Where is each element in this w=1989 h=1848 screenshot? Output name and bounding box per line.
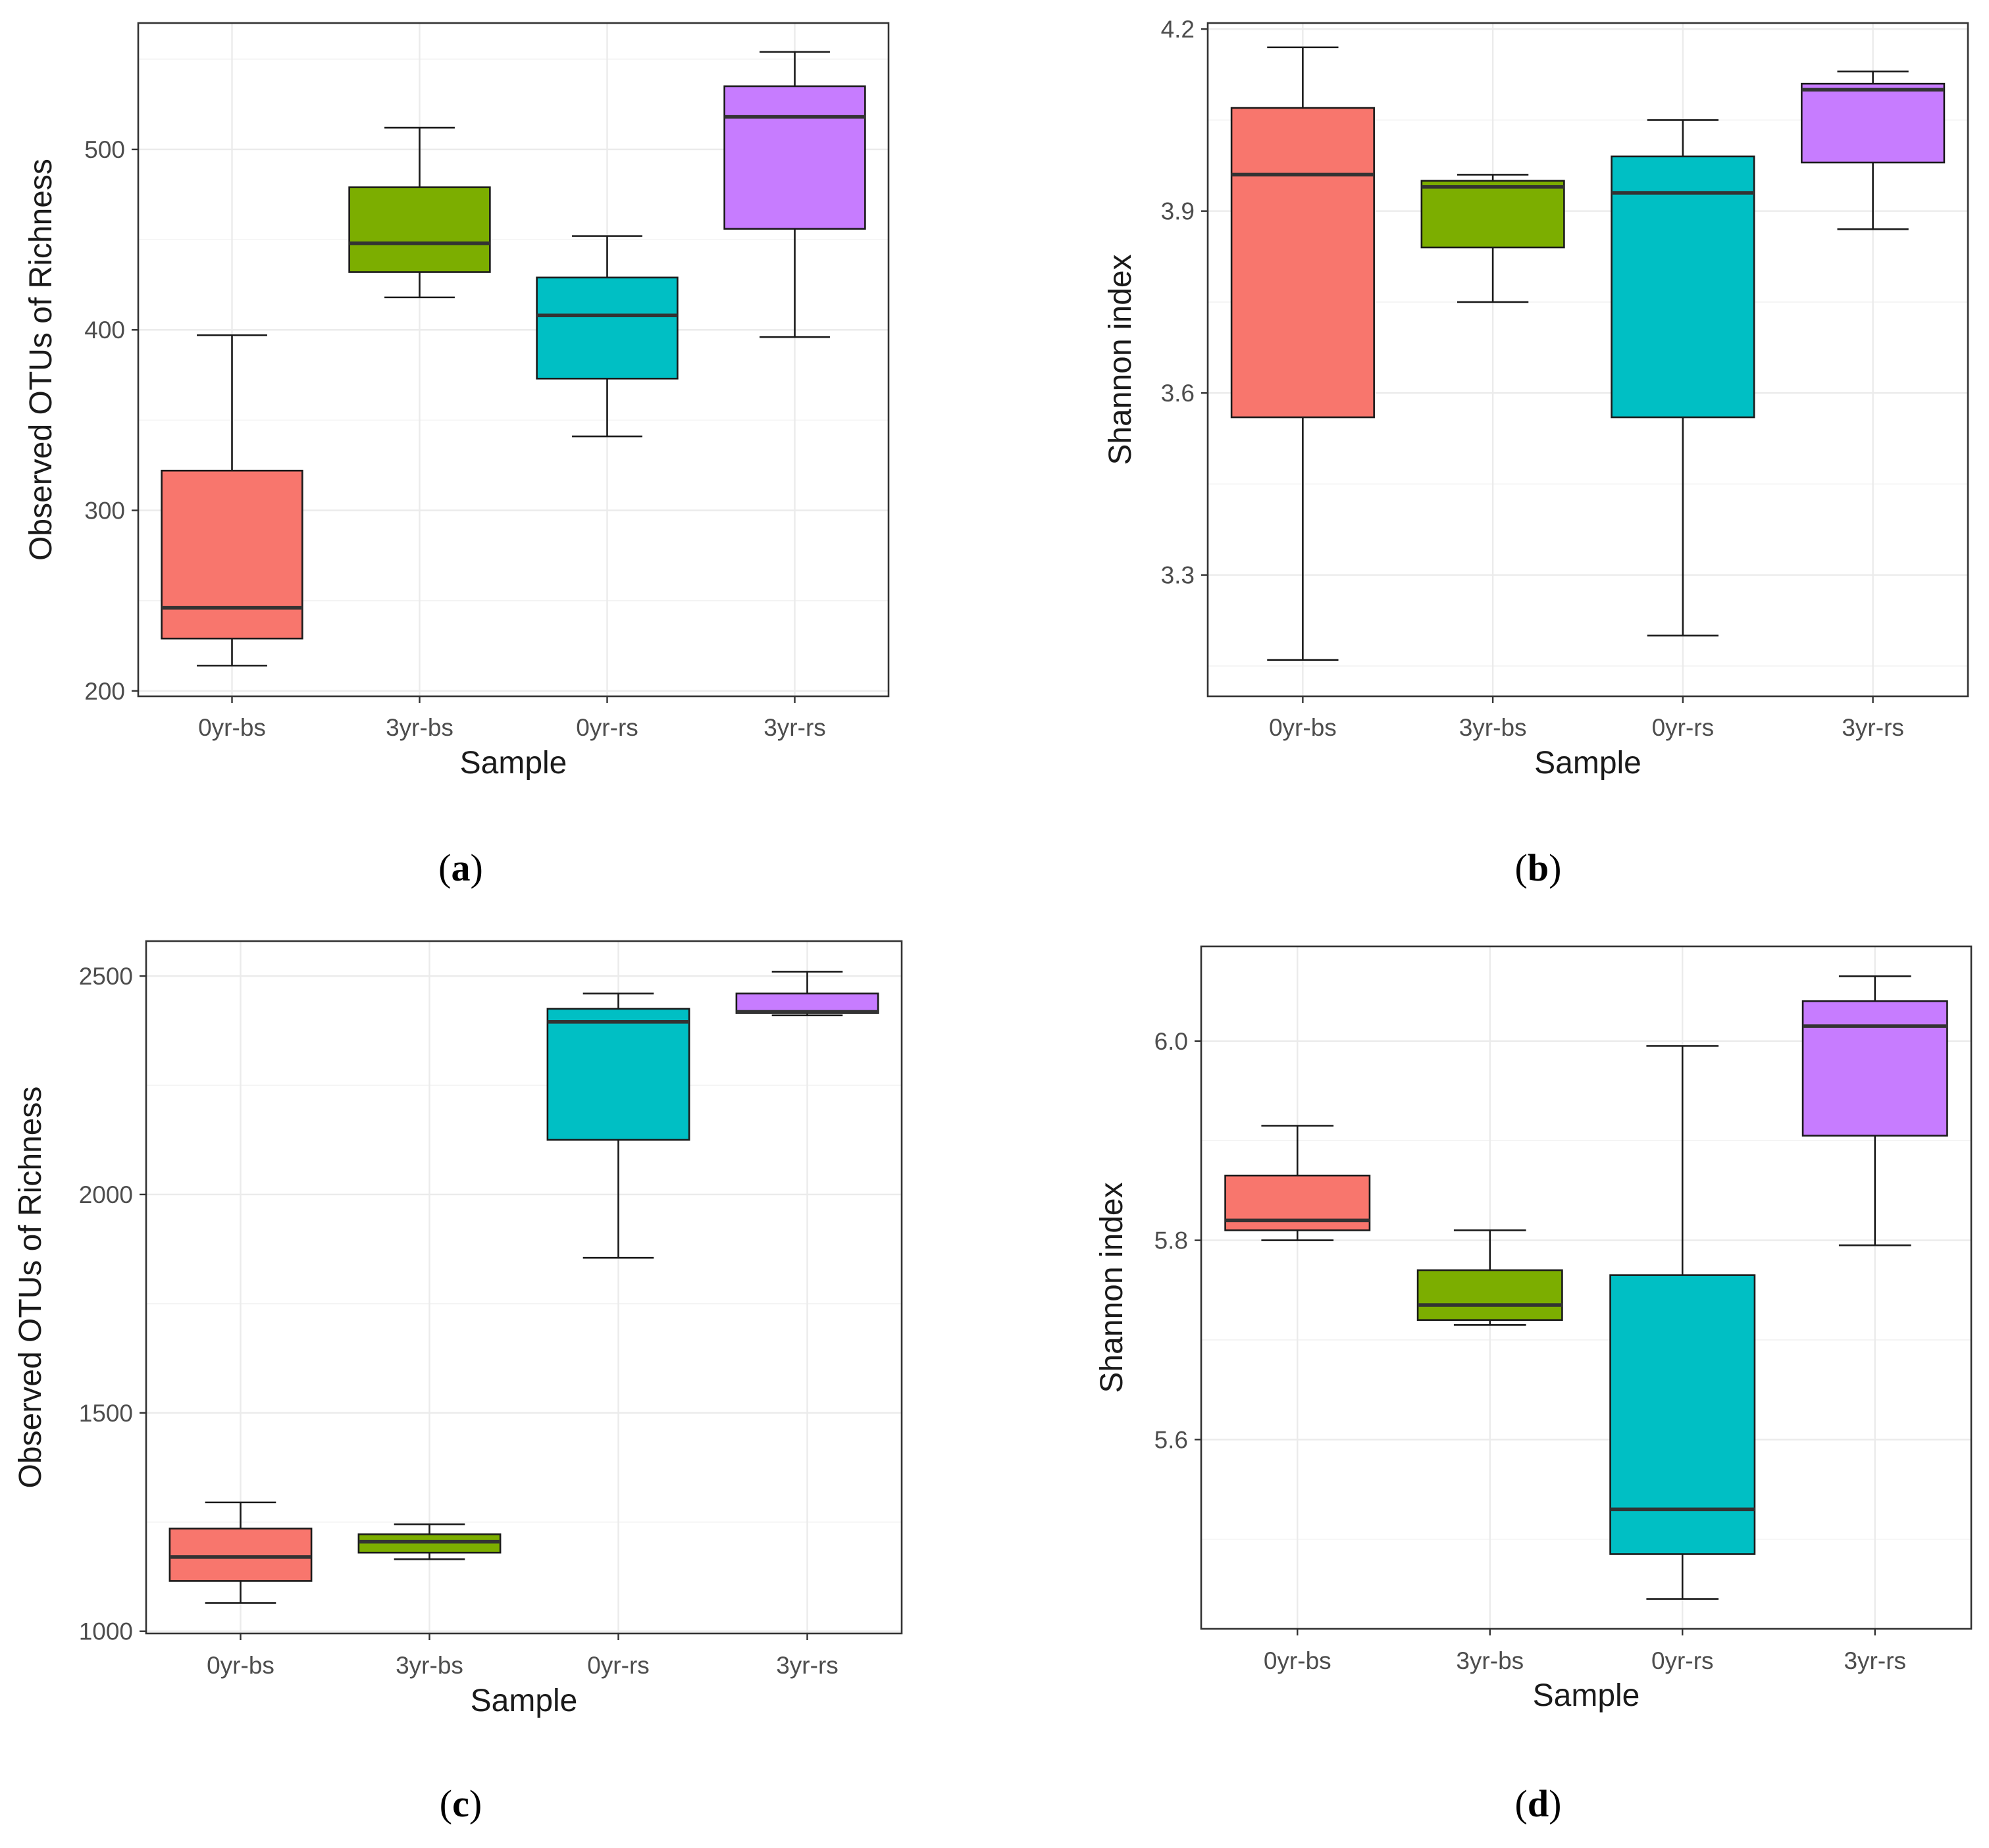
caption-a: (a) [438,846,483,889]
panel-c: 1000 1500 2000 2500 0yr-bs 3yr-bs 0yr-rs 3yr-rs… [13,940,903,1718]
panel-border [1206,22,1969,698]
box-0yr-bs [1230,107,1375,419]
x-tick-label: 0yr-bs [1264,1647,1331,1674]
caption-b: (b) [1515,846,1562,889]
y-tick-label: 1000 [79,1618,133,1645]
x-tick-label: 0yr-rs [1651,1647,1714,1674]
box-0yr-rs [1611,155,1755,419]
x-axis-title: Sample [1533,1678,1640,1713]
x-tick-label: 0yr-bs [207,1652,274,1679]
panel-a: 200 300 400 500 0yr-bs 3yr-bs 0yr-rs 3yr-rs Samp… [24,22,890,781]
x-axis-title: Sample [460,746,567,781]
x-tick-label: 3yr-bs [386,714,453,741]
box-0yr-rs [536,276,679,380]
panel-border [1200,945,1973,1630]
y-tick-label: 1500 [79,1400,133,1427]
box-3yr-rs [1801,1000,1948,1137]
x-axis-title: Sample [1534,746,1641,781]
y-tick-label: 3.3 [1161,562,1195,589]
x-tick-label: 3yr-rs [1844,1647,1906,1674]
y-tick-label: 500 [84,136,125,163]
caption-c: (c) [440,1782,482,1825]
x-tick-label: 3yr-bs [1456,1647,1524,1674]
box-0yr-bs [161,469,303,640]
box-3yr-bs [1420,180,1565,249]
y-tick-label: 4.2 [1161,16,1195,43]
x-axis-title: Sample [471,1683,578,1718]
panel-border [145,940,903,1635]
x-tick-label: 3yr-bs [396,1652,463,1679]
x-tick-label: 0yr-bs [1269,714,1337,741]
y-axis-title: Shannon index [1103,254,1138,465]
x-tick-label: 3yr-rs [776,1652,839,1679]
x-tick-label: 3yr-rs [1842,714,1904,741]
panel-d: 5.6 5.8 6.0 0yr-bs 3yr-bs 0yr-rs 3yr-rs Sample S… [1095,945,1973,1713]
y-tick-label: 5.8 [1154,1227,1188,1254]
y-tick-label: 6.0 [1154,1028,1188,1055]
y-tick-label: 200 [84,678,125,705]
box-3yr-rs [1801,82,1946,164]
y-tick-label: 2000 [79,1181,133,1208]
y-tick-label: 5.6 [1154,1426,1188,1453]
x-tick-label: 0yr-rs [1652,714,1715,741]
x-tick-label: 3yr-bs [1459,714,1527,741]
box-0yr-rs [546,1008,690,1141]
y-tick-label: 3.9 [1161,198,1195,225]
panel-b: 3.3 3.6 3.9 4.2 0yr-bs 3yr-bs 0yr-rs 3yr-rs Samp… [1103,16,1969,781]
box-3yr-bs [348,186,491,273]
box-3yr-bs [1416,1269,1563,1322]
box-0yr-rs [1609,1274,1756,1555]
y-tick-label: 300 [84,498,125,525]
y-tick-label: 3.6 [1161,380,1195,407]
y-axis-title: Shannon index [1095,1182,1129,1393]
y-tick-label: 400 [84,317,125,344]
x-tick-label: 0yr-bs [198,714,266,741]
caption-d: (d) [1515,1782,1562,1825]
x-tick-label: 3yr-rs [763,714,826,741]
panel-border [137,22,890,698]
x-tick-label: 0yr-rs [587,1652,650,1679]
y-axis-title: Observed OTUs of Richness [13,1087,48,1489]
y-tick-label: 2500 [79,963,133,990]
x-tick-label: 0yr-rs [576,714,638,741]
box-3yr-rs [723,85,866,230]
y-axis-title: Observed OTUs of Richness [24,159,59,561]
box-0yr-bs [168,1527,313,1582]
